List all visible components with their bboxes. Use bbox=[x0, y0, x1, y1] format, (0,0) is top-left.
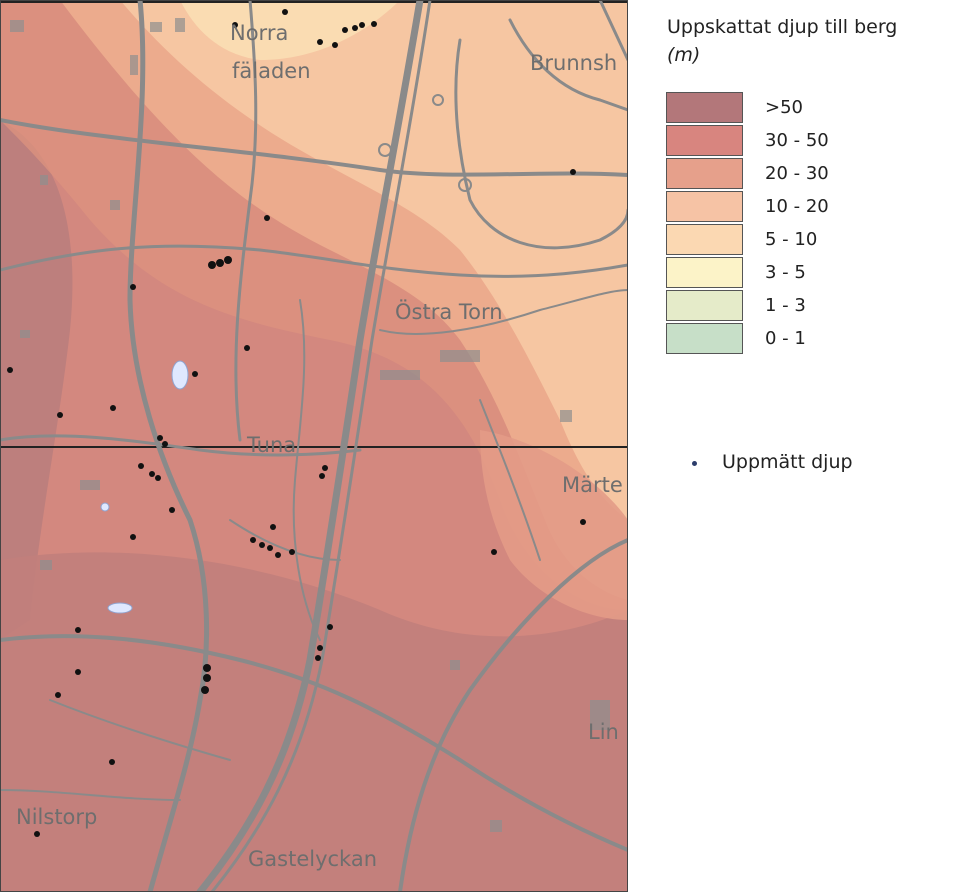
legend-swatch-30-50 bbox=[666, 125, 743, 156]
legend-label-over-50: >50 bbox=[765, 97, 803, 118]
place-norra: Norra bbox=[230, 21, 288, 45]
zone-3-5 bbox=[180, 0, 400, 60]
legend-label-20-30: 20 - 30 bbox=[765, 163, 829, 184]
place-marten: Märte bbox=[562, 473, 623, 497]
place-lin: Lin bbox=[588, 720, 619, 744]
legend-swatch-20-30 bbox=[666, 158, 743, 189]
legend-title: Uppskattat djup till berg bbox=[667, 16, 898, 38]
zone-50plus-south bbox=[0, 552, 628, 892]
measured-depth-points bbox=[7, 9, 586, 837]
bedrock-depth-map: Norra fäladen Brunnsh Östra Torn Tuna Mä… bbox=[0, 0, 628, 892]
measured-depth-legend-label: Uppmätt djup bbox=[722, 451, 853, 473]
legend-label-30-50: 30 - 50 bbox=[765, 130, 829, 151]
legend-swatch-10-20 bbox=[666, 191, 743, 222]
place-faladen: fäladen bbox=[232, 59, 311, 83]
legend-label-10-20: 10 - 20 bbox=[765, 196, 829, 217]
legend-unit: (m) bbox=[667, 44, 701, 66]
zone-5-10 bbox=[120, 0, 628, 520]
legend-swatch-3-5 bbox=[666, 257, 743, 288]
zone-20-30-lower-east bbox=[480, 430, 628, 620]
legend-label-5-10: 5 - 10 bbox=[765, 229, 818, 250]
legend-label-0-1: 0 - 1 bbox=[765, 328, 806, 349]
legend-swatch-5-10 bbox=[666, 224, 743, 255]
legend-label-1-3: 1 - 3 bbox=[765, 295, 806, 316]
legend-swatch-over-50 bbox=[666, 92, 743, 123]
building-blocks bbox=[10, 18, 610, 832]
place-tuna: Tuna bbox=[246, 433, 296, 457]
place-ostra-torn: Östra Torn bbox=[395, 299, 503, 324]
measured-depth-legend-dot bbox=[692, 461, 697, 466]
legend-label-3-5: 3 - 5 bbox=[765, 262, 806, 283]
zone-50plus-west bbox=[0, 120, 73, 640]
water-features bbox=[100, 360, 189, 614]
legend-swatch-0-1 bbox=[666, 323, 743, 354]
place-gastelyckan: Gastelyckan bbox=[248, 847, 377, 871]
place-nilstorp: Nilstorp bbox=[16, 805, 97, 829]
legend-swatch-1-3 bbox=[666, 290, 743, 321]
road-network bbox=[0, 0, 628, 892]
place-brunnshog: Brunnsh bbox=[530, 51, 617, 75]
